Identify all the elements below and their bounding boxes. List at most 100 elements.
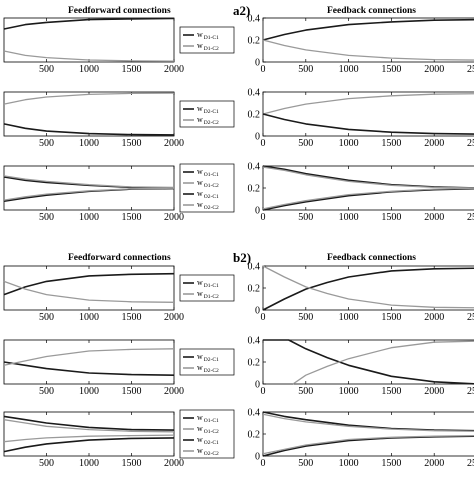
- x-tick-label: 0: [261, 386, 266, 397]
- chart-b2_mid: 0500100015002000250000.20.4: [248, 336, 474, 398]
- series-line-2: [263, 40, 474, 60]
- plot-frame: [263, 340, 474, 384]
- x-tick-label: 500: [39, 64, 54, 75]
- y-tick-label: 0.2: [248, 36, 261, 47]
- chart-b2_top: 0500100015002000250000.20.4: [248, 262, 474, 324]
- series-line-1: [4, 177, 174, 188]
- x-tick-label: 2000: [164, 312, 184, 323]
- y-tick-label: 0.2: [248, 184, 261, 195]
- plot-frame: [263, 266, 474, 310]
- x-tick-label: 2000: [164, 386, 184, 397]
- series-line-2: [263, 414, 474, 431]
- x-tick-label: 0: [261, 64, 266, 75]
- x-tick-label: 1500: [122, 386, 142, 397]
- x-tick-label: 1000: [79, 386, 99, 397]
- x-tick-label: 1500: [381, 138, 401, 149]
- x-tick-label: 1500: [381, 386, 401, 397]
- chart-a2_top: 0500100015002000250000.20.4: [248, 14, 474, 76]
- series-line-1: [4, 19, 174, 30]
- y-tick-label: 0: [255, 452, 260, 463]
- series-line-2: [4, 281, 174, 302]
- y-tick-label: 0.2: [248, 110, 261, 121]
- x-tick-label: 2000: [164, 458, 184, 469]
- x-tick-label: 1000: [339, 212, 359, 223]
- x-tick-label: 500: [298, 386, 313, 397]
- x-tick-label: 1000: [79, 138, 99, 149]
- x-tick-label: 1500: [381, 64, 401, 75]
- x-tick-label: 1000: [339, 64, 359, 75]
- series-line-1: [4, 362, 174, 375]
- y-tick-label: 0: [255, 132, 260, 143]
- x-tick-label: 2000: [424, 212, 444, 223]
- plot-frame: [263, 92, 474, 136]
- series-line-1: [263, 340, 474, 384]
- series-line-4: [263, 188, 474, 209]
- series-line-4: [263, 436, 474, 454]
- fb-title-a: Feedback connections: [327, 6, 416, 16]
- x-tick-label: 1500: [122, 458, 142, 469]
- y-tick-label: 0.4: [248, 88, 261, 99]
- series-line-1: [263, 268, 474, 310]
- series-line-2: [263, 266, 474, 308]
- x-tick-label: 0: [261, 312, 266, 323]
- y-tick-label: 0.4: [248, 262, 261, 273]
- x-tick-label: 2000: [164, 138, 184, 149]
- x-tick-label: 2000: [164, 212, 184, 223]
- chart-a2_bot: 0500100015002000250000.20.4: [248, 162, 474, 224]
- x-tick-label: 500: [298, 312, 313, 323]
- x-tick-label: 1000: [339, 312, 359, 323]
- ff-title-b: Feedforward connections: [68, 253, 171, 263]
- series-line-1: [4, 124, 174, 135]
- x-tick-label: 1000: [339, 458, 359, 469]
- x-tick-label: 0: [261, 458, 266, 469]
- y-tick-label: 0: [255, 306, 260, 317]
- y-tick-label: 0.4: [248, 408, 261, 419]
- x-tick-label: 1000: [79, 312, 99, 323]
- plot-frame: [4, 266, 174, 310]
- x-tick-label: 2000: [424, 138, 444, 149]
- y-tick-label: 0.2: [248, 284, 261, 295]
- x-tick-label: 2000: [424, 312, 444, 323]
- series-line-4: [4, 188, 174, 200]
- x-tick-label: 1500: [122, 312, 142, 323]
- series-line-3: [263, 436, 474, 456]
- y-tick-label: 0.4: [248, 14, 261, 25]
- y-tick-label: 0.2: [248, 358, 261, 369]
- x-tick-label: 500: [39, 212, 54, 223]
- x-tick-label: 1500: [381, 458, 401, 469]
- x-tick-label: 500: [298, 64, 313, 75]
- series-line-1: [263, 166, 474, 188]
- series-line-2: [263, 114, 474, 134]
- series-line-2: [4, 349, 174, 366]
- x-tick-label: 2000: [424, 386, 444, 397]
- y-tick-label: 0.4: [248, 336, 261, 347]
- x-tick-label: 500: [39, 386, 54, 397]
- plot-frame: [263, 18, 474, 62]
- ff-title-a: Feedforward connections: [68, 6, 171, 16]
- x-tick-label: 1000: [339, 138, 359, 149]
- x-tick-label: 1000: [339, 386, 359, 397]
- y-tick-label: 0.2: [248, 430, 261, 441]
- x-tick-label: 500: [298, 212, 313, 223]
- x-tick-label: 0: [261, 212, 266, 223]
- x-tick-label: 1500: [122, 138, 142, 149]
- x-tick-label: 2000: [164, 64, 184, 75]
- x-tick-label: 1000: [79, 212, 99, 223]
- y-tick-label: 0: [255, 206, 260, 217]
- series-line-2: [263, 167, 474, 188]
- series-line-1: [263, 94, 474, 114]
- x-tick-label: 0: [261, 138, 266, 149]
- x-tick-label: 500: [298, 138, 313, 149]
- x-tick-label: 1500: [381, 212, 401, 223]
- x-tick-label: 1000: [79, 64, 99, 75]
- series-line-1: [4, 274, 174, 295]
